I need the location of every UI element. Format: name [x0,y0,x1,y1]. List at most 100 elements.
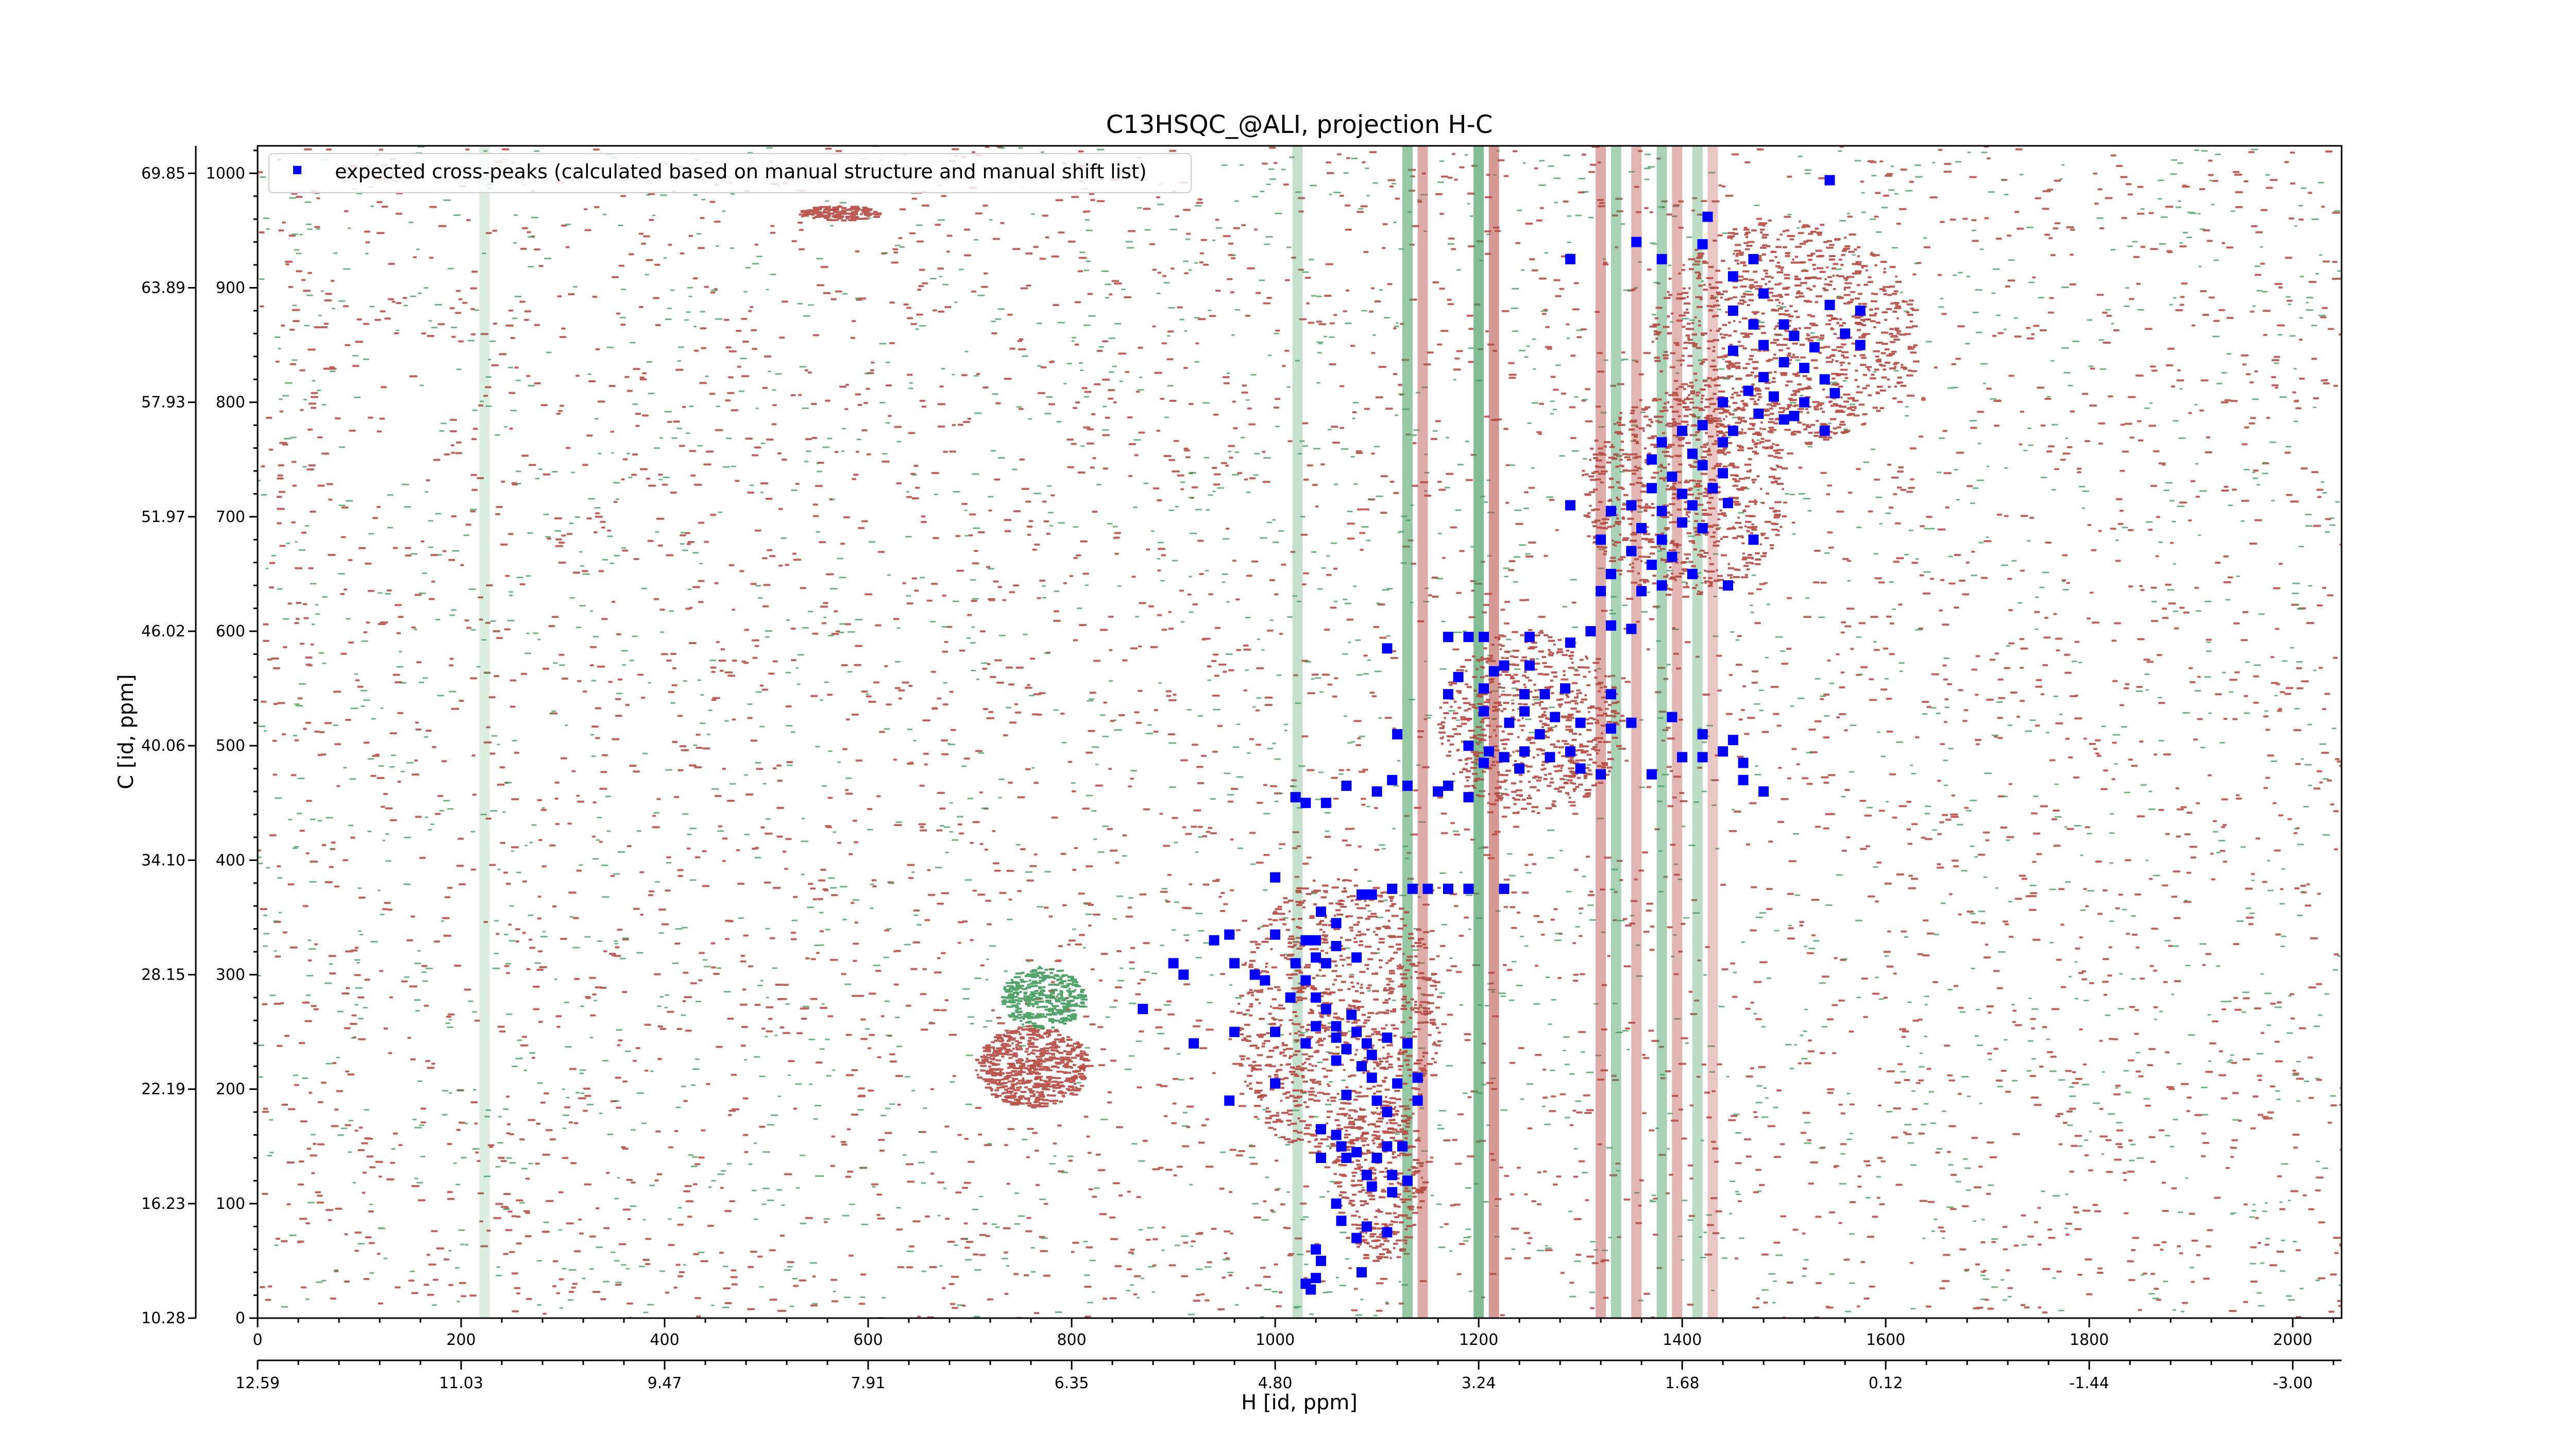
cross-peak-point [1565,746,1575,757]
cross-peak-point [1341,1153,1352,1163]
cross-peak-point [1727,735,1738,746]
cross-peak-point [1331,918,1342,929]
cross-peak-point [1336,1141,1347,1152]
signal-cluster [975,1024,1094,1108]
cross-peak-point [1539,689,1550,700]
cross-peak-point [1738,757,1749,768]
cross-peak-point [1656,534,1667,545]
cross-peak-point [1479,632,1489,643]
cross-peak-point [1316,1153,1326,1163]
cross-peak-point [1422,883,1433,894]
legend: expected cross-peaks (calculated based o… [268,153,1192,193]
cross-peak-point [1687,500,1698,511]
x-tick-label: 1800 [2070,1331,2109,1349]
cross-peak-point [1331,1021,1342,1032]
cross-peak-point [1626,500,1637,511]
cross-peak-point [1270,872,1281,883]
cross-peak-point [1596,586,1606,597]
cross-peak-point [1519,689,1530,700]
cross-peak-point [1636,523,1647,533]
cross-peak-point [1300,798,1311,808]
cross-peak-point [1667,712,1677,722]
cross-peak-point [1331,1130,1342,1140]
cross-peak-point [1667,471,1677,482]
cross-peak-point [1402,1175,1413,1186]
y-ppm-label: 46.02 [141,622,185,641]
signal-streak [1473,146,1484,1318]
x-axis-label: H [id, ppm] [1241,1391,1358,1414]
cross-peak-point [1311,952,1321,963]
cross-peak-point [1687,568,1698,579]
cross-peak-point [1351,1147,1362,1157]
cross-peak-point [1743,385,1754,396]
cross-peak-point [1605,506,1616,516]
signal-cluster [1332,1100,1429,1262]
cross-peak-point [1209,935,1219,946]
cross-peak-point [1560,683,1570,694]
y-tick-label: 900 [216,279,245,297]
cross-peak-point [1316,906,1326,917]
cross-peak-point [1550,712,1561,722]
ppm-tick-label: 3.24 [1462,1374,1496,1392]
y-axis-left: 0 10.28 100 16.23 200 22.19 300 28.15 400 34.10 50… [141,146,258,1327]
cross-peak-point [1382,643,1393,654]
signal-streak [1672,146,1683,1318]
cross-peak-point [1331,941,1342,951]
cross-peak-point [1718,437,1728,448]
cross-peak-point [1778,414,1789,425]
cross-peak-point [1605,689,1616,700]
cross-peak-point [1778,357,1789,367]
cross-peak-point [1402,1038,1413,1049]
y-ppm-label: 69.85 [141,164,185,182]
cross-peak-point [1366,1072,1377,1083]
cross-peak-point [1168,958,1179,969]
cross-peak-point [1443,632,1453,643]
cross-peak-point [1300,1038,1311,1049]
signal-streak [479,146,490,1318]
cross-peak-point [1565,637,1575,648]
cross-peak-point [1361,1170,1372,1181]
cross-peak-point [1727,271,1738,282]
ppm-tick-label: -3.00 [2273,1374,2313,1392]
y-ppm-label: 28.15 [141,966,185,984]
cross-peak-point [1453,671,1464,682]
cross-peak-point [1402,780,1413,791]
cross-peak-point [1331,1198,1342,1209]
cross-peak-point [1585,626,1596,636]
cross-peak-point [1626,624,1637,634]
y-tick-label: 0 [235,1309,245,1327]
cross-peak-point [1524,660,1535,671]
cross-peak-point [1351,1233,1362,1243]
cross-peak-point [1677,426,1688,436]
cross-peak-point [1809,342,1820,352]
cross-peak-point [1656,254,1667,264]
signal-cluster [799,205,882,222]
cross-peak-point [1723,498,1733,509]
cross-peak-point [1366,889,1377,900]
cross-peak-point [1727,426,1738,436]
cross-peak-point [1311,1021,1321,1032]
legend-marker [293,166,301,174]
cross-peak-point [1387,1170,1398,1181]
cross-peak-point [1768,391,1779,402]
cross-peak-point [1799,397,1810,408]
cross-peak-point [1270,1026,1281,1037]
signal-cluster [1001,966,1088,1029]
cross-peak-point [1519,706,1530,717]
cross-peak-point [1697,239,1708,250]
cross-peak-point [1306,1284,1316,1295]
cross-peak-point [1596,534,1606,545]
cross-peak-point [1249,969,1260,980]
cross-peak-point [1605,620,1616,631]
cross-peak-point [1738,774,1749,785]
cross-peak-point [1361,1038,1372,1049]
cross-peak-point [1748,254,1759,264]
cross-peak-point [1677,517,1688,528]
spectrum-noise-contours [258,146,2342,1318]
cross-peak-point [1479,706,1489,717]
cross-peak-point [1524,632,1535,643]
ppm-tick-label: 11.03 [439,1374,483,1392]
cross-peak-point [1605,568,1616,579]
cross-peak-point [1488,666,1499,677]
